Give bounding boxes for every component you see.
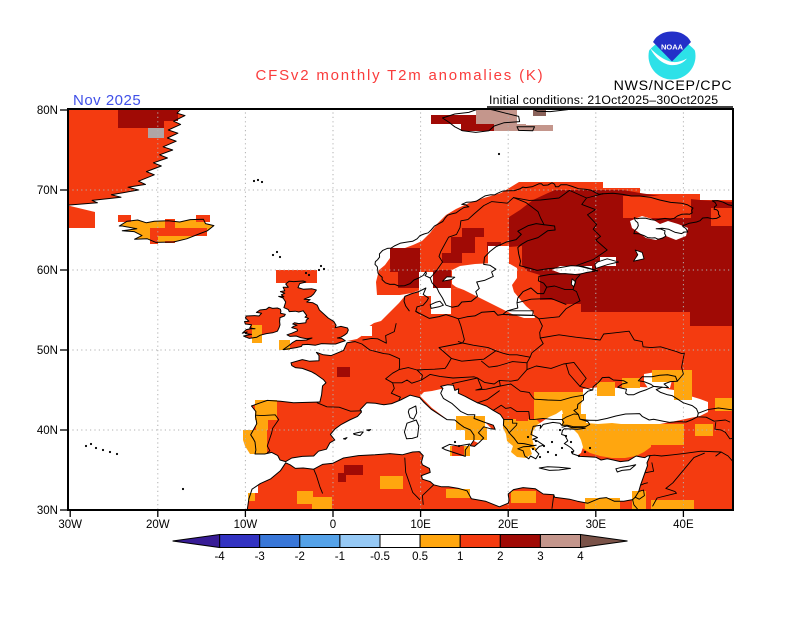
svg-text:40N: 40N: [37, 425, 58, 437]
svg-text:30N: 30N: [37, 505, 58, 517]
svg-text:80N: 80N: [37, 105, 58, 117]
svg-text:2: 2: [497, 551, 503, 563]
svg-text:Nov 2025: Nov 2025: [73, 92, 141, 109]
svg-text:20E: 20E: [498, 519, 519, 531]
svg-text:70N: 70N: [37, 185, 58, 197]
svg-text:50N: 50N: [37, 345, 58, 357]
svg-text:0.5: 0.5: [412, 551, 428, 563]
svg-text:NWS/NCEP/CPC: NWS/NCEP/CPC: [614, 78, 733, 94]
svg-text:30E: 30E: [586, 519, 607, 531]
svg-text:40E: 40E: [673, 519, 694, 531]
svg-text:NOAA: NOAA: [661, 43, 684, 52]
svg-text:CFSv2 monthly T2m anomalies: CFSv2 monthly T2m anomalies (K): [256, 67, 545, 84]
svg-text:30W: 30W: [58, 519, 82, 531]
svg-text:20W: 20W: [146, 519, 170, 531]
svg-text:4: 4: [577, 551, 584, 563]
svg-text:-3: -3: [255, 551, 265, 563]
svg-text:-4: -4: [214, 551, 225, 563]
svg-text:1: 1: [457, 551, 463, 563]
svg-text:0: 0: [330, 519, 336, 531]
svg-text:10E: 10E: [410, 519, 431, 531]
svg-text:10W: 10W: [234, 519, 258, 531]
svg-text:-1: -1: [335, 551, 345, 563]
svg-text:Initial conditions: 21Oct2025–: Initial conditions: 21Oct2025–30Oct2025: [489, 93, 718, 107]
svg-text:-0.5: -0.5: [370, 551, 390, 563]
svg-text:60N: 60N: [37, 265, 58, 277]
svg-text:-2: -2: [295, 551, 305, 563]
svg-text:3: 3: [537, 551, 543, 563]
